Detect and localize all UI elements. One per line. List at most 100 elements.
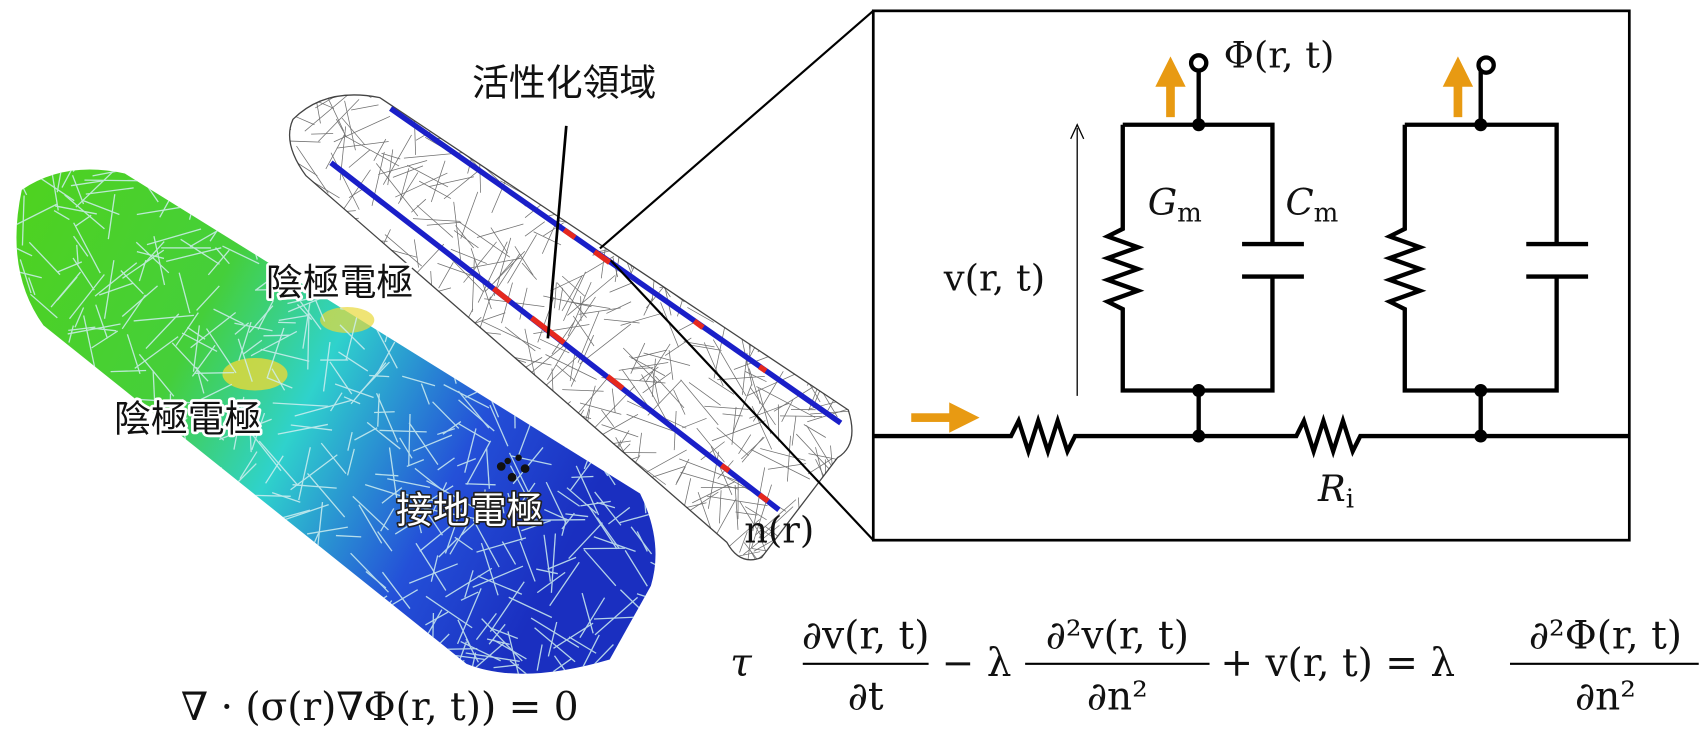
mesh-edge xyxy=(335,224,350,266)
mesh-edge xyxy=(818,266,846,270)
mesh-edge xyxy=(847,174,854,221)
mesh-edge xyxy=(634,128,646,154)
mesh-edge xyxy=(90,385,109,399)
mesh-edge xyxy=(674,76,697,83)
mesh-edge xyxy=(240,621,255,659)
mesh-edge xyxy=(221,632,240,641)
mesh-edge xyxy=(707,175,740,211)
mesh-edge xyxy=(726,263,773,304)
figure: 活性化領域 陰極電極 陰極電極 接地電極 n(r) Φ(r, t) Gm Cm … xyxy=(0,0,1701,730)
mesh-edge xyxy=(681,59,700,94)
mesh-edge xyxy=(757,182,772,219)
mesh-edge xyxy=(788,101,802,128)
mesh-edge xyxy=(220,552,271,570)
mesh-edge xyxy=(115,608,131,627)
mesh-edge xyxy=(667,259,699,260)
mesh-edge xyxy=(6,346,46,353)
mesh-edge xyxy=(0,223,1,234)
mesh-edge xyxy=(737,223,745,258)
label-ground: 接地電極 xyxy=(396,489,543,532)
mesh-edge xyxy=(592,112,620,134)
mesh-edge xyxy=(374,620,375,643)
mesh-edge xyxy=(11,163,26,195)
mesh-edge xyxy=(37,365,89,386)
mesh-edge xyxy=(69,358,72,388)
mesh-edge xyxy=(581,130,607,138)
mesh-edge xyxy=(663,588,697,618)
mesh-edge xyxy=(490,134,511,143)
symbol: G xyxy=(1148,181,1177,224)
mesh-edge xyxy=(293,242,295,263)
mesh-edge xyxy=(852,561,864,597)
mesh-edge xyxy=(791,237,823,276)
mesh-edge xyxy=(809,71,811,107)
mesh-edge xyxy=(640,173,677,214)
mesh-edge xyxy=(246,645,293,659)
mesh-edge xyxy=(97,675,139,706)
mesh-edge xyxy=(248,537,286,578)
mesh-edge xyxy=(494,153,547,158)
mesh-edge xyxy=(20,475,23,503)
mesh-edge xyxy=(303,197,316,218)
mesh-edge xyxy=(602,209,636,214)
mesh-edge xyxy=(692,243,712,249)
mesh-edge xyxy=(88,513,103,525)
mesh-edge xyxy=(810,192,854,193)
mesh-edge xyxy=(615,164,622,206)
mesh-edge xyxy=(717,191,752,198)
mesh-edge xyxy=(274,120,287,183)
mesh-edge xyxy=(666,198,692,209)
mesh-edge xyxy=(743,558,764,601)
mesh-edge xyxy=(2,444,23,458)
mesh-edge xyxy=(319,562,335,621)
mesh-edge xyxy=(667,269,682,288)
mesh-edge xyxy=(283,169,303,222)
mesh-edge xyxy=(459,364,477,385)
mesh-edge xyxy=(808,320,850,363)
mesh-edge xyxy=(623,222,644,256)
mesh-edge xyxy=(822,57,827,99)
mesh-edge xyxy=(27,511,53,514)
mesh-edge xyxy=(465,328,477,372)
mesh-edge xyxy=(719,265,749,295)
eq-numerator: ∂²v(r, t) xyxy=(1046,614,1189,659)
mesh-edge xyxy=(618,139,642,176)
mesh-edge xyxy=(161,651,204,673)
mesh-edge xyxy=(356,592,358,612)
mesh-edge xyxy=(693,251,741,264)
mesh-edge xyxy=(382,611,399,636)
mesh-edge xyxy=(808,140,810,208)
mesh-edge xyxy=(711,203,729,228)
mesh-edge xyxy=(63,596,102,635)
mesh-edge xyxy=(100,498,124,539)
mesh-edge xyxy=(776,253,802,254)
mesh-edge xyxy=(406,309,434,336)
mesh-edge xyxy=(820,512,830,564)
mesh-edge xyxy=(293,170,297,192)
mesh-edge xyxy=(124,619,177,631)
mesh-edge xyxy=(233,585,285,612)
eq-denominator: ∂t xyxy=(848,674,884,719)
mesh-edge xyxy=(737,161,775,190)
mesh-edge xyxy=(346,250,364,257)
mesh-edge xyxy=(322,601,331,622)
mesh-edge xyxy=(129,544,136,571)
mesh-edge xyxy=(80,446,124,467)
mesh-edge xyxy=(684,87,711,116)
mesh-edge xyxy=(688,61,741,83)
mesh-edge xyxy=(156,546,197,547)
mesh-edge xyxy=(60,375,87,390)
mesh-edge xyxy=(778,363,800,364)
mesh-edge xyxy=(732,188,747,240)
mesh-edge xyxy=(645,122,648,165)
mesh-edge xyxy=(105,606,156,638)
mesh-edge xyxy=(269,229,294,236)
mesh-edge xyxy=(816,550,846,595)
mesh-edge xyxy=(615,100,619,152)
mesh-edge xyxy=(212,172,238,184)
mesh-edge xyxy=(694,202,747,244)
mesh-edge xyxy=(45,609,54,637)
mesh-edge xyxy=(763,273,795,281)
mesh-edge xyxy=(828,356,859,411)
mesh-edge xyxy=(499,144,508,171)
